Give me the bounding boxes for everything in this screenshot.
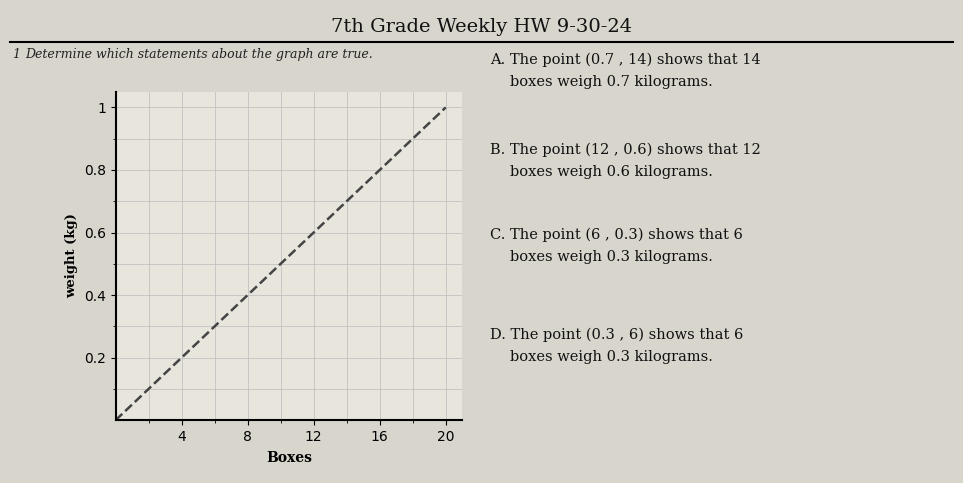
Text: 7th Grade Weekly HW 9-30-24: 7th Grade Weekly HW 9-30-24 <box>331 18 632 36</box>
Text: 1: 1 <box>12 48 20 61</box>
Text: boxes weigh 0.7 kilograms.: boxes weigh 0.7 kilograms. <box>510 75 713 89</box>
Text: D. The point (0.3 , 6) shows that 6: D. The point (0.3 , 6) shows that 6 <box>490 328 743 342</box>
Text: B. The point (12 , 0.6) shows that 12: B. The point (12 , 0.6) shows that 12 <box>490 143 761 157</box>
Text: boxes weigh 0.3 kilograms.: boxes weigh 0.3 kilograms. <box>510 350 713 364</box>
Text: boxes weigh 0.3 kilograms.: boxes weigh 0.3 kilograms. <box>510 250 713 264</box>
Text: boxes weigh 0.6 kilograms.: boxes weigh 0.6 kilograms. <box>510 165 713 179</box>
Text: Determine which statements about the graph are true.: Determine which statements about the gra… <box>25 48 373 61</box>
X-axis label: Boxes: Boxes <box>266 451 312 465</box>
Text: C. The point (6 , 0.3) shows that 6: C. The point (6 , 0.3) shows that 6 <box>490 228 742 242</box>
Y-axis label: weight (kg): weight (kg) <box>65 213 78 298</box>
Text: A. The point (0.7 , 14) shows that 14: A. The point (0.7 , 14) shows that 14 <box>490 53 761 68</box>
